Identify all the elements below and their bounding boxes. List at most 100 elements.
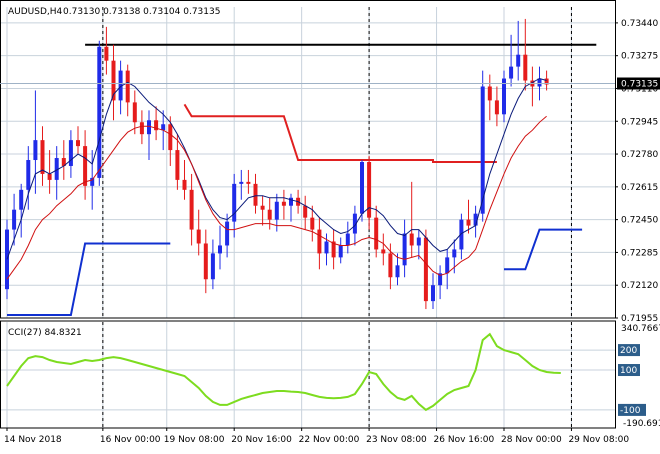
bear-candle bbox=[168, 124, 173, 151]
bull-candle bbox=[118, 70, 123, 101]
bull-candle bbox=[68, 140, 73, 166]
cci-max-label: 340.7667 bbox=[621, 324, 660, 334]
bull-candle bbox=[161, 124, 166, 131]
bear-candle bbox=[331, 241, 336, 258]
bull-candle bbox=[218, 245, 222, 254]
bear-candle bbox=[487, 86, 492, 101]
cci-level-badge bbox=[618, 364, 640, 377]
bull-candle bbox=[90, 177, 95, 186]
chart-symbol-label: AUDUSD,H4 bbox=[8, 7, 63, 17]
bear-candle bbox=[466, 219, 471, 226]
bear-candle bbox=[317, 229, 322, 254]
bear-candle bbox=[494, 100, 499, 115]
bear-candle bbox=[132, 102, 137, 123]
time-tick-label: 26 Nov 16:00 bbox=[434, 435, 495, 445]
bull-candle bbox=[232, 183, 237, 222]
bull-candle bbox=[480, 86, 485, 214]
bull-candle bbox=[33, 140, 38, 161]
bull-candle bbox=[12, 209, 17, 230]
bear-candle bbox=[374, 217, 379, 250]
bear-candle bbox=[381, 249, 386, 254]
bull-candle bbox=[395, 265, 400, 278]
bear-candle bbox=[253, 183, 258, 206]
bear-candle bbox=[76, 140, 80, 147]
bear-candle bbox=[260, 205, 265, 210]
current-price-badge bbox=[617, 77, 660, 90]
cci-min-label: -190.6917 bbox=[623, 419, 660, 429]
bull-candle bbox=[516, 54, 521, 67]
bull-candle bbox=[502, 78, 506, 115]
bull-candle bbox=[402, 233, 407, 266]
bull-candle bbox=[459, 219, 464, 250]
chart-ohlc-label: 0.73130 0.73138 0.73104 0.73135 bbox=[63, 7, 220, 17]
bear-candle bbox=[154, 120, 159, 131]
price-tick-label: 0.72120 bbox=[621, 281, 658, 291]
bull-candle bbox=[210, 253, 215, 280]
bull-candle bbox=[509, 66, 514, 79]
bull-candle bbox=[445, 257, 450, 274]
bear-candle bbox=[40, 140, 45, 174]
time-tick-label: 28 Nov 00:00 bbox=[501, 435, 562, 445]
bear-candle bbox=[189, 189, 194, 230]
cci-line bbox=[6, 332, 561, 412]
cci-title: CCI(27) 84.8321 bbox=[8, 328, 82, 338]
bear-candle bbox=[203, 243, 208, 280]
bear-candle bbox=[83, 146, 88, 186]
bull-candle bbox=[239, 181, 244, 184]
bear-candle bbox=[367, 162, 372, 218]
bear-candle bbox=[196, 229, 201, 244]
bear-candle bbox=[310, 217, 315, 230]
bull-candle bbox=[274, 201, 279, 220]
time-tick-label: 29 Nov 08:00 bbox=[568, 435, 629, 445]
bear-candle bbox=[111, 60, 116, 101]
price-tick-label: 0.72285 bbox=[621, 248, 658, 258]
bear-candle bbox=[303, 205, 308, 218]
bear-candle bbox=[61, 158, 66, 166]
frame-layer bbox=[0, 0, 616, 429]
price-tick-label: 0.73275 bbox=[621, 52, 658, 62]
bull-candle bbox=[360, 162, 364, 214]
cci-panel-frame bbox=[0, 320, 616, 429]
time-tick-label: 14 Nov 2018 bbox=[4, 435, 62, 445]
bull-candle bbox=[19, 189, 24, 210]
bear-candle bbox=[544, 78, 549, 85]
price-tick-label: 0.73440 bbox=[621, 19, 658, 29]
bear-candle bbox=[388, 253, 393, 278]
current-price-label: 0.73135 bbox=[621, 80, 658, 90]
time-tick-label: 23 Nov 08:00 bbox=[366, 435, 427, 445]
bear-candle bbox=[423, 237, 428, 302]
support-line bbox=[504, 228, 583, 271]
bear-candle bbox=[281, 201, 286, 206]
support-line bbox=[7, 242, 171, 316]
bull-candle bbox=[537, 78, 542, 87]
bear-candle bbox=[139, 122, 144, 135]
cci-level-label: -100 bbox=[620, 406, 641, 416]
bull-candle bbox=[338, 245, 343, 258]
bull-candle bbox=[452, 249, 457, 258]
price-tick-label: 0.72945 bbox=[621, 117, 658, 127]
axis-layer: 0.734400.732750.731100.729450.727800.726… bbox=[0, 19, 660, 445]
cci-level-label: 100 bbox=[620, 366, 637, 376]
time-tick-label: 20 Nov 16:00 bbox=[231, 435, 292, 445]
ma-fast-line bbox=[6, 77, 547, 260]
bear-candle bbox=[523, 54, 528, 81]
ma-layer bbox=[6, 77, 547, 280]
time-tick-label: 19 Nov 08:00 bbox=[164, 435, 225, 445]
bull-candle bbox=[147, 120, 151, 135]
bull-candle bbox=[324, 241, 329, 254]
price-tick-label: 0.72615 bbox=[621, 183, 658, 193]
ma-slow-line bbox=[6, 115, 547, 280]
bull-candle bbox=[416, 237, 421, 246]
price-tick-label: 0.71955 bbox=[621, 314, 658, 324]
bear-candle bbox=[246, 181, 251, 184]
bear-candle bbox=[182, 179, 187, 190]
price-panel-frame bbox=[0, 0, 616, 319]
bull-candle bbox=[345, 233, 350, 246]
bull-candle bbox=[26, 160, 31, 190]
bear-candle bbox=[47, 173, 52, 180]
bull-candle bbox=[54, 158, 59, 180]
bear-candle bbox=[409, 233, 414, 246]
cci-level-badge bbox=[618, 344, 640, 357]
bull-candle bbox=[352, 213, 357, 234]
